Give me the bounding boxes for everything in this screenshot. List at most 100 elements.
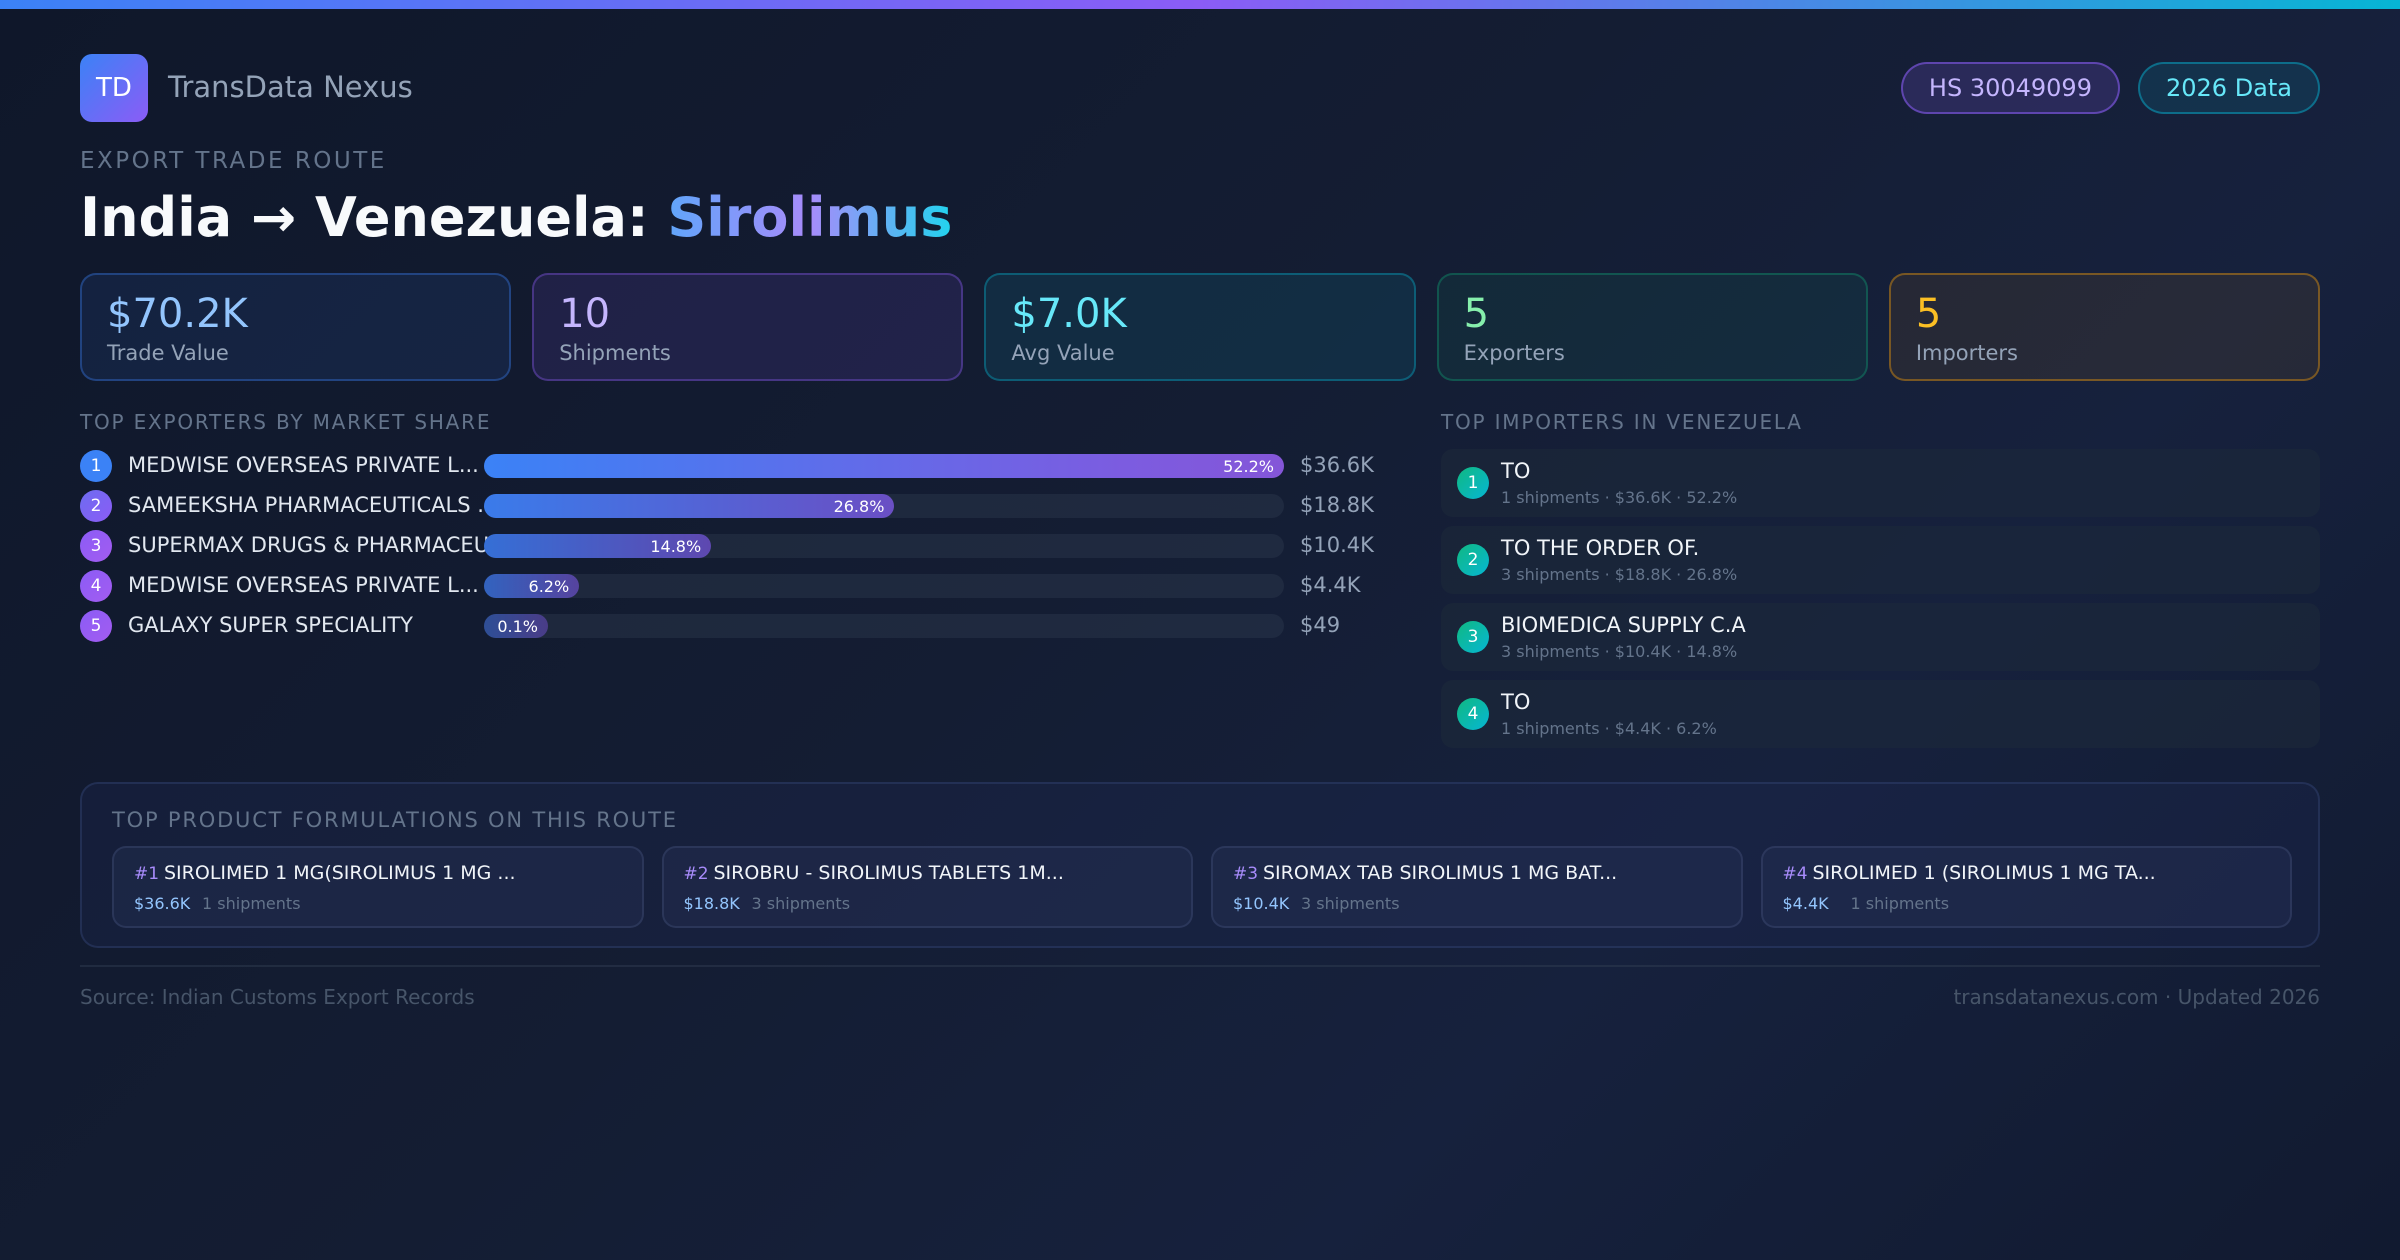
share-percent: 6.2% <box>528 576 570 596</box>
exporter-name: MEDWISE OVERSEAS PRIVATE L... <box>128 573 479 597</box>
product-card[interactable]: #4 SIROLIMED 1 (SIROLIMUS 1 MG TA... $4.… <box>1760 846 2292 928</box>
stat-shipments: 10 Shipments <box>532 273 964 381</box>
route-eyebrow: EXPORT TRADE ROUTE <box>80 148 387 174</box>
header-badges: HS 30049099 2026 Data <box>1900 62 2320 114</box>
importer-name: TO <box>1501 459 1531 483</box>
exporter-row[interactable]: 4 MEDWISE OVERSEAS PRIVATE L... 6.2% $4.… <box>80 570 1400 602</box>
importer-card[interactable]: 1 TO 1 shipments · $36.6K · 52.2% <box>1441 449 2320 517</box>
section-title: TOP IMPORTERS IN VENEZUELA <box>1441 410 1803 434</box>
product-rank: #4 <box>1782 864 1808 884</box>
importer-name: BIOMEDICA SUPPLY C.A <box>1501 613 1746 637</box>
product-rank: #1 <box>134 864 160 884</box>
product-name: Sirolimus <box>667 186 953 249</box>
stat-importers: 5 Importers <box>1888 273 2321 381</box>
share-percent: 26.8% <box>833 496 885 516</box>
product-value: $18.8K <box>683 894 740 913</box>
importer-name: TO THE ORDER OF. <box>1501 536 1700 560</box>
rank-badge: 2 <box>1457 544 1489 576</box>
exporter-row[interactable]: 1 MEDWISE OVERSEAS PRIVATE L... 52.2% $3… <box>80 450 1400 482</box>
exporter-value: $36.6K <box>1300 453 1374 477</box>
exporter-row[interactable]: 5 GALAXY SUPER SPECIALITY 0.1% $49 <box>80 610 1400 642</box>
exporter-value: $4.4K <box>1300 573 1361 597</box>
stat-label: Exporters <box>1463 341 1565 365</box>
product-card[interactable]: #3 SIROMAX TAB SIROLIMUS 1 MG BAT... $10… <box>1211 846 1743 928</box>
stat-value: 5 <box>1915 291 1942 337</box>
exporter-name: SAMEEKSHA PHARMACEUTICALS ... <box>128 493 498 517</box>
stat-label: Shipments <box>559 341 671 365</box>
product-rank: #2 <box>683 864 709 884</box>
stat-exporters: 5 Exporters <box>1436 273 1868 381</box>
footer-divider <box>80 965 2320 967</box>
rank-badge: 5 <box>80 610 112 642</box>
share-bar-track: 26.8% <box>484 494 1284 518</box>
product-name: SIROBRU - SIROLIMUS TABLETS 1M... <box>713 862 1064 884</box>
share-percent: 14.8% <box>650 536 702 556</box>
importer-meta: 3 shipments · $18.8K · 26.8% <box>1501 565 1738 584</box>
stat-avg-value: $7.0K Avg Value <box>984 273 1416 381</box>
share-percent: 0.1% <box>497 616 538 636</box>
product-name: SIROMAX TAB SIROLIMUS 1 MG BAT... <box>1263 862 1618 884</box>
section-title: TOP PRODUCT FORMULATIONS ON THIS ROUTE <box>112 808 678 832</box>
rank-badge: 3 <box>80 530 112 562</box>
exporter-name: GALAXY SUPER SPECIALITY <box>128 613 414 637</box>
rank-badge: 1 <box>1457 467 1489 499</box>
rank-badge: 4 <box>1457 698 1489 730</box>
exporter-name: MEDWISE OVERSEAS PRIVATE L... <box>128 453 479 477</box>
importer-card[interactable]: 2 TO THE ORDER OF. 3 shipments · $18.8K … <box>1441 526 2320 594</box>
share-bar-track: 6.2% <box>484 574 1284 598</box>
product-rank: #3 <box>1233 864 1259 884</box>
product-name: SIROLIMED 1 (SIROLIMUS 1 MG TA... <box>1812 862 2156 884</box>
exporter-row[interactable]: 3 SUPERMAX DRUGS & PHARMACEU... 14.8% $1… <box>80 530 1400 562</box>
product-shipments: 1 shipments <box>1850 894 1950 913</box>
top-accent-stripe <box>0 0 2400 9</box>
top-exporters-section: TOP EXPORTERS BY MARKET SHARE 1 MEDWISE … <box>80 410 1400 642</box>
exporter-row[interactable]: 2 SAMEEKSHA PHARMACEUTICALS ... 26.8% $1… <box>80 490 1400 522</box>
data-year-badge: 2026 Data <box>2137 62 2320 114</box>
importer-card[interactable]: 3 BIOMEDICA SUPPLY C.A 3 shipments · $10… <box>1441 603 2320 671</box>
share-bar-track: 14.8% <box>484 534 1284 558</box>
share-bar-track: 0.1% <box>484 614 1284 638</box>
stat-label: Trade Value <box>107 341 229 365</box>
importer-meta: 1 shipments · $4.4K · 6.2% <box>1501 719 1717 738</box>
hs-code-badge: HS 30049099 <box>1900 62 2120 114</box>
product-shipments: 3 shipments <box>1301 894 1400 913</box>
share-bar-fill: 0.1% <box>484 614 548 638</box>
logo: TD <box>80 54 148 122</box>
share-bar-fill: 52.2% <box>484 454 1284 478</box>
share-bar-fill: 14.8% <box>484 534 712 558</box>
top-products-section: TOP PRODUCT FORMULATIONS ON THIS ROUTE #… <box>80 782 2320 948</box>
section-title: TOP EXPORTERS BY MARKET SHARE <box>80 410 492 434</box>
product-name: SIROLIMED 1 MG(SIROLIMUS 1 MG ... <box>164 862 516 884</box>
page-title: India → Venezuela: Sirolimus <box>80 186 952 249</box>
importer-card[interactable]: 4 TO 1 shipments · $4.4K · 6.2% <box>1441 680 2320 748</box>
share-bar-fill: 6.2% <box>484 574 580 598</box>
product-shipments: 1 shipments <box>202 894 301 913</box>
stat-label: Importers <box>1915 341 2019 365</box>
exporter-value: $10.4K <box>1300 533 1374 557</box>
importer-meta: 1 shipments · $36.6K · 52.2% <box>1501 488 1738 507</box>
share-bar-track: 52.2% <box>484 454 1284 478</box>
stat-label: Avg Value <box>1011 341 1115 365</box>
product-value: $10.4K <box>1233 894 1290 913</box>
share-bar-fill: 26.8% <box>484 494 895 518</box>
brand-name: TransData Nexus <box>168 70 413 104</box>
stat-value: $7.0K <box>1011 291 1127 337</box>
footer-source: Source: Indian Customs Export Records <box>80 985 475 1009</box>
stat-value: 10 <box>559 291 611 337</box>
rank-badge: 3 <box>1457 621 1489 653</box>
top-importers-section: TOP IMPORTERS IN VENEZUELA 1 TO 1 shipme… <box>1441 410 2320 748</box>
product-card[interactable]: #2 SIROBRU - SIROLIMUS TABLETS 1M... $18… <box>661 846 1193 928</box>
exporter-value: $49 <box>1300 613 1341 637</box>
rank-badge: 2 <box>80 490 112 522</box>
importer-name: TO <box>1501 690 1531 714</box>
footer-site[interactable]: transdatanexus.com · Updated 2026 <box>1953 985 2320 1009</box>
product-grid: #1 SIROLIMED 1 MG(SIROLIMUS 1 MG ... $36… <box>112 846 2292 928</box>
route-countries: India → Venezuela: <box>80 186 668 249</box>
stat-value: 5 <box>1463 291 1490 337</box>
share-percent: 52.2% <box>1223 456 1274 476</box>
stat-cards: $70.2K Trade Value 10 Shipments $7.0K Av… <box>80 273 2321 381</box>
rank-badge: 1 <box>80 450 112 482</box>
exporter-name: SUPERMAX DRUGS & PHARMACEU... <box>128 533 510 557</box>
stat-trade-value: $70.2K Trade Value <box>80 273 512 381</box>
product-card[interactable]: #1 SIROLIMED 1 MG(SIROLIMUS 1 MG ... $36… <box>112 846 644 928</box>
